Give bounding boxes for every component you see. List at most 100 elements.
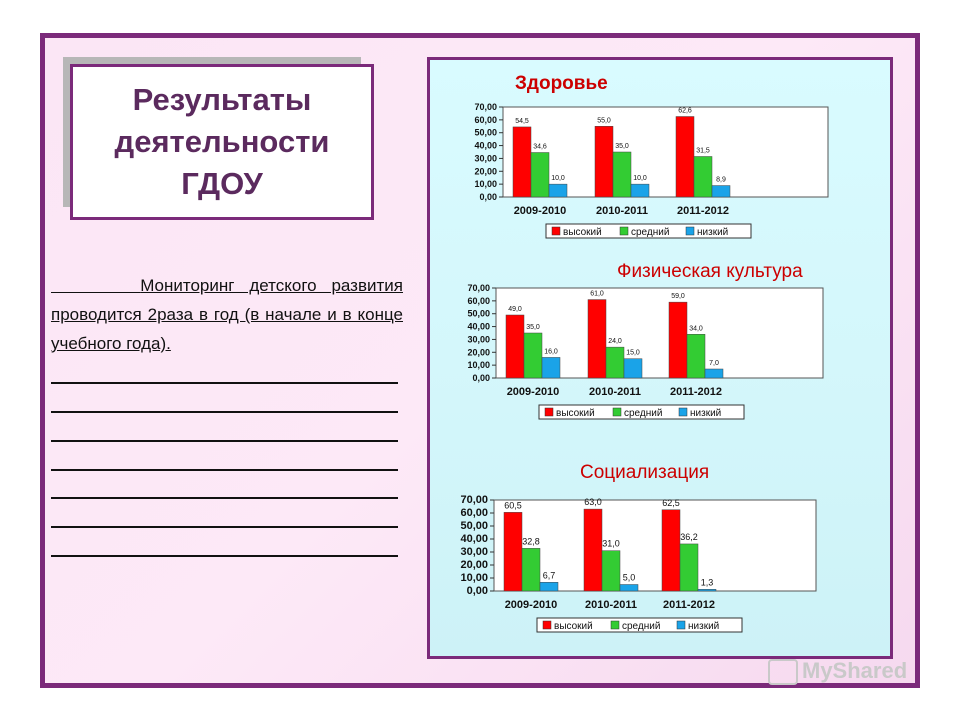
y-tick-label: 70,00 <box>467 283 490 293</box>
legend-label: высокий <box>563 227 602 238</box>
data-label: 54,5 <box>515 118 529 125</box>
legend-box <box>545 223 752 239</box>
category-label: 2009-2010 <box>514 205 567 217</box>
bar-low <box>704 368 724 379</box>
y-tick-label: 0,00 <box>479 192 497 202</box>
bar-high <box>668 301 688 379</box>
data-label: 35,0 <box>615 143 629 150</box>
category-label: 2009-2010 <box>505 599 558 611</box>
data-label: 55,0 <box>597 117 611 124</box>
presentation-icon <box>768 659 798 686</box>
category-label: 2011-2012 <box>670 386 722 398</box>
data-label: 7,0 <box>709 360 719 367</box>
category-label: 2010-2011 <box>589 386 641 398</box>
bar-mid <box>693 156 713 198</box>
watermark-text: MyShared <box>802 658 908 683</box>
paragraph: Мониторинг детского развития проводится … <box>51 271 403 358</box>
y-tick-label: 40,00 <box>474 141 497 151</box>
bar-low <box>711 185 731 198</box>
y-tick-label: 30,00 <box>460 546 488 558</box>
y-tick-label: 40,00 <box>460 533 488 545</box>
bar-mid <box>612 151 632 198</box>
y-tick-label: 20,00 <box>460 559 488 571</box>
bar-high <box>503 512 523 592</box>
data-label: 10,0 <box>551 175 565 182</box>
data-label: 49,0 <box>508 306 522 313</box>
data-label: 34,0 <box>689 325 703 332</box>
data-label: 24,0 <box>608 338 622 345</box>
watermark: MyShared <box>768 658 908 686</box>
data-label: 15,0 <box>626 350 640 357</box>
legend-swatch-low <box>676 620 686 630</box>
data-label: 31,0 <box>602 539 620 549</box>
data-label: 8,9 <box>716 177 726 184</box>
y-tick-label: 0,00 <box>472 373 490 383</box>
chart-title: Физическая культура <box>617 261 803 282</box>
category-label: 2010-2011 <box>596 205 648 217</box>
legend-label: низкий <box>690 408 721 419</box>
paragraph-text: Мониторинг детского развития проводится … <box>51 276 403 353</box>
data-label: 62,6 <box>678 108 692 115</box>
category-label: 2010-2011 <box>585 599 637 611</box>
y-tick-label: 10,00 <box>460 572 488 584</box>
bar-high <box>675 116 695 198</box>
bar-low <box>623 358 643 379</box>
y-tick-label: 30,00 <box>474 153 497 163</box>
bar-high <box>587 299 607 379</box>
bar-high <box>661 509 681 592</box>
bar-mid <box>679 543 699 592</box>
legend-label: низкий <box>688 621 719 632</box>
bar-mid <box>530 152 550 198</box>
legend-label: средний <box>631 227 669 238</box>
bar-mid <box>521 548 541 592</box>
y-tick-label: 30,00 <box>467 334 490 344</box>
legend-swatch-mid <box>610 620 620 630</box>
category-label: 2011-2012 <box>663 599 715 611</box>
legend-box <box>538 404 745 420</box>
data-label: 36,2 <box>680 532 698 542</box>
chart-title: Социализация <box>580 462 709 483</box>
y-tick-label: 10,00 <box>467 360 490 370</box>
blank-line <box>51 526 398 528</box>
bar-high <box>594 126 614 198</box>
data-label: 1,3 <box>701 577 714 587</box>
bar-low <box>630 183 650 198</box>
data-label: 32,8 <box>522 536 540 546</box>
bar-low <box>548 183 568 198</box>
y-tick-label: 40,00 <box>467 322 490 332</box>
data-label: 6,7 <box>543 570 556 580</box>
legend-swatch-mid <box>619 226 629 236</box>
legend-swatch-low <box>678 407 688 417</box>
bar-high <box>512 126 532 198</box>
blank-line <box>51 497 398 499</box>
category-label: 2009-2010 <box>507 386 560 398</box>
data-label: 61,0 <box>590 291 604 298</box>
blank-line <box>51 440 398 442</box>
plot-area <box>502 106 829 198</box>
y-tick-label: 50,00 <box>474 128 497 138</box>
bar-high <box>505 314 525 379</box>
y-tick-label: 20,00 <box>474 166 497 176</box>
y-tick-label: 60,00 <box>474 115 497 125</box>
legend-swatch-low <box>685 226 695 236</box>
legend-label: низкий <box>697 227 728 238</box>
legend-swatch-high <box>544 407 554 417</box>
charts-svg: Здоровье70,0060,0050,0040,0030,0020,0010… <box>460 73 829 633</box>
bar-low <box>539 582 559 592</box>
bar-mid <box>523 332 543 379</box>
description-text: Мониторинг детского развития проводится … <box>51 271 403 358</box>
data-label: 63,0 <box>584 497 602 507</box>
data-label: 60,5 <box>504 500 522 510</box>
bar-mid <box>686 334 706 379</box>
chart-title: Здоровье <box>515 73 608 94</box>
data-label: 62,5 <box>662 498 680 508</box>
plot-area <box>493 499 817 592</box>
data-label: 10,0 <box>633 175 647 182</box>
data-label: 31,5 <box>696 148 710 155</box>
legend-label: высокий <box>556 408 595 419</box>
blank-line <box>51 411 398 413</box>
legend-swatch-mid <box>612 407 622 417</box>
bar-low <box>697 589 717 592</box>
legend-label: средний <box>624 408 662 419</box>
data-label: 16,0 <box>544 348 558 355</box>
